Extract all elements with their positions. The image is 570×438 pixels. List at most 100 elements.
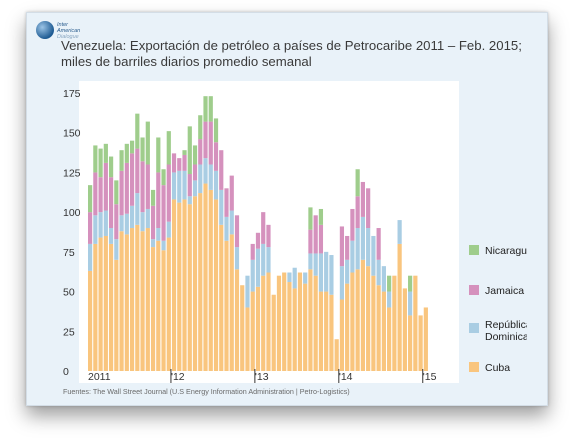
- bar-segment: [366, 188, 371, 229]
- bar-segment: [329, 294, 334, 371]
- bar-segment: [345, 259, 350, 284]
- bar-segment: [203, 121, 208, 159]
- bar-segment: [135, 148, 140, 194]
- bar-segment: [408, 315, 413, 371]
- bar-segment: [88, 212, 93, 244]
- bar-segment: [245, 307, 250, 371]
- bar-segment: [397, 220, 402, 244]
- legend-label: Nicaragua: [485, 245, 527, 257]
- bar-segment: [250, 259, 255, 292]
- bar-segment: [156, 240, 161, 371]
- bar-segment: [182, 170, 187, 200]
- bar-segment: [381, 266, 386, 292]
- bar-segment: [329, 255, 334, 295]
- bar-segment: [119, 231, 124, 371]
- x-tick-label: '14: [339, 371, 353, 383]
- bar-segment: [318, 253, 324, 292]
- bar-segment: [402, 288, 407, 371]
- bar-segment: [114, 259, 119, 371]
- bar-segment: [334, 339, 339, 371]
- bar-segment: [345, 283, 350, 371]
- bar-segment: [161, 169, 166, 186]
- bar-segment: [93, 243, 98, 371]
- bar-segment: [103, 162, 108, 211]
- bar-segment: [219, 224, 224, 371]
- y-tick-label: 50: [63, 287, 75, 299]
- bar-segment: [145, 208, 150, 229]
- bar-segment: [93, 215, 98, 244]
- bar-segment: [381, 291, 386, 371]
- bar-segment: [203, 158, 208, 184]
- chart-subtitle: miles de barriles diarios promedio seman…: [61, 54, 312, 69]
- y-tick-label: 25: [63, 326, 75, 338]
- bar-segment: [339, 299, 345, 371]
- bar-segment: [339, 266, 345, 300]
- bar-segment: [350, 272, 355, 371]
- bar-segment: [150, 247, 156, 371]
- bar-segment: [103, 210, 108, 236]
- chart-title: Venezuela: Exportación de petróleo a paí…: [61, 38, 522, 53]
- bar-segment: [88, 243, 93, 271]
- bar-segment: [98, 212, 103, 238]
- y-tick-label: 100: [63, 207, 81, 219]
- bar-segment: [292, 267, 297, 289]
- bar-segment: [114, 239, 119, 260]
- bar-segment: [198, 164, 203, 194]
- bar-segment: [387, 291, 392, 308]
- bar-segment: [397, 243, 402, 371]
- bar-segment: [408, 275, 413, 292]
- bar-segment: [308, 253, 313, 270]
- bar-segment: [355, 196, 360, 229]
- logo-line-2: American: [57, 28, 81, 34]
- bar-segment: [182, 199, 187, 371]
- bar-segment: [208, 121, 213, 165]
- bar-segment: [376, 285, 381, 371]
- bar-segment: [208, 96, 213, 122]
- bar-segment: [392, 275, 397, 371]
- bar-segment: [129, 140, 135, 154]
- legend-swatch: [469, 245, 479, 255]
- bar-segment: [187, 196, 192, 205]
- bar-segment: [318, 224, 324, 254]
- bar-segment: [213, 199, 219, 371]
- bar-segment: [287, 272, 292, 283]
- bar-segment: [418, 315, 423, 371]
- bar-segment: [250, 243, 255, 260]
- x-tick-label: '15: [423, 371, 437, 383]
- bar-segment: [114, 204, 119, 240]
- y-tick-label: 175: [63, 88, 81, 100]
- bar-segment: [150, 189, 156, 206]
- bar-segment: [213, 118, 219, 143]
- bar-segment: [360, 259, 365, 371]
- legend-label: Jamaica: [485, 285, 524, 297]
- bar-segment: [261, 275, 266, 371]
- legend-swatch: [469, 285, 479, 295]
- legend-label: Cuba: [485, 362, 510, 374]
- bar-segment: [213, 142, 219, 171]
- bar-segment: [313, 275, 318, 371]
- bar-segment: [156, 137, 161, 173]
- bar-segment: [187, 204, 192, 371]
- bar-segment: [93, 145, 98, 173]
- bar-segment: [187, 174, 192, 197]
- bar-segment: [182, 150, 187, 155]
- bar-segment: [266, 272, 271, 371]
- bar-segment: [171, 153, 177, 173]
- bar-segment: [145, 121, 150, 165]
- bar-segment: [150, 239, 156, 248]
- bar-segment: [129, 205, 135, 229]
- bar-segment: [308, 207, 313, 230]
- bar-segment: [208, 189, 213, 371]
- source-note: Fuentes: The Wall Street Journal (U.S En…: [63, 387, 350, 396]
- bar-segment: [250, 291, 255, 371]
- bar-segment: [324, 251, 329, 292]
- bar-segment: [355, 169, 360, 197]
- bar-segment: [192, 145, 198, 165]
- bar-segment: [355, 269, 360, 371]
- legend-swatch: [469, 323, 479, 333]
- bar-segment: [161, 250, 166, 371]
- bar-segment: [350, 208, 355, 241]
- bar-segment: [88, 185, 93, 213]
- bar-segment: [324, 291, 329, 371]
- x-tick-label: '13: [255, 371, 269, 383]
